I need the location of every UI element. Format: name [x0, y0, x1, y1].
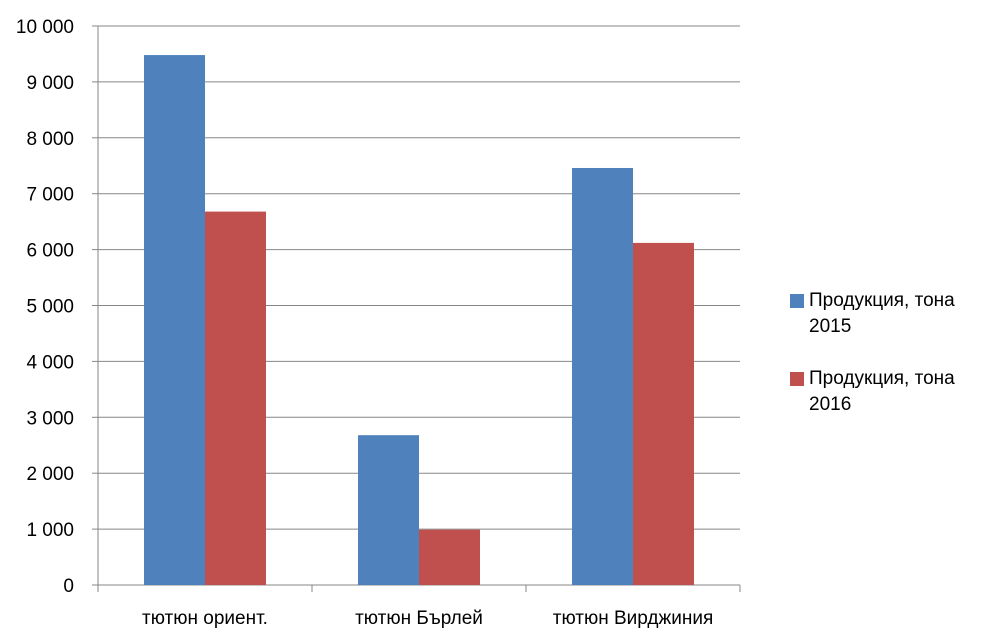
legend-item-2016: Продукция, тона 2016 [790, 366, 980, 418]
legend: Продукция, тона 2015 Продукция, тона 201… [790, 288, 980, 444]
y-tick-label: 4 000 [26, 352, 74, 373]
y-tick-label: 1 000 [26, 520, 74, 541]
x-tick-label: тютюн ориент. [142, 608, 268, 629]
x-tick-label: тютюн Вирджиния [553, 608, 713, 629]
bar-2015 [144, 55, 205, 586]
bar-2016 [633, 242, 694, 585]
y-tick-label: 2 000 [26, 464, 74, 485]
legend-swatch-2015 [790, 294, 804, 308]
y-tick-label: 5 000 [26, 297, 74, 318]
y-tick-label: 8 000 [26, 129, 74, 150]
legend-item-2015: Продукция, тона 2015 [790, 288, 980, 340]
y-tick-label: 10 000 [16, 17, 74, 38]
legend-label-2016: Продукция, тона 2016 [809, 368, 955, 415]
x-tick-label: тютюн Бърлей [355, 608, 483, 629]
legend-label-2015: Продукция, тона 2015 [809, 290, 955, 337]
legend-swatch-2016 [790, 372, 804, 386]
bar-2016 [419, 529, 480, 585]
y-tick-label: 0 [63, 576, 74, 597]
bar-2016 [205, 211, 266, 585]
bar-2015 [572, 167, 633, 585]
y-tick-label: 3 000 [26, 408, 74, 429]
y-tick-label: 6 000 [26, 241, 74, 262]
bar-2015 [358, 435, 419, 585]
y-tick-label: 9 000 [26, 73, 74, 94]
y-tick-label: 7 000 [26, 185, 74, 206]
